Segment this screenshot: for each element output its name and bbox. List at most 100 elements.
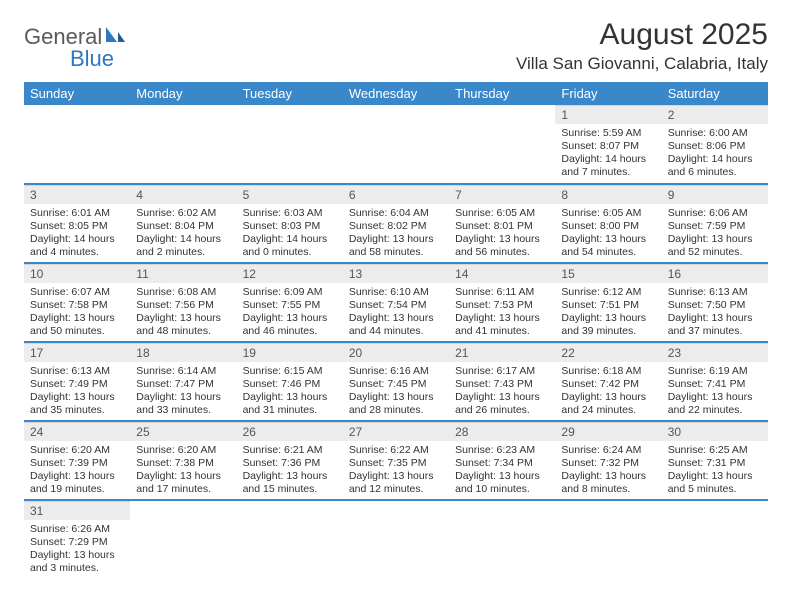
day-number: 1	[555, 105, 661, 124]
day-detail: Sunrise: 5:59 AMSunset: 8:07 PMDaylight:…	[555, 124, 661, 182]
calendar-cell: .	[449, 105, 555, 183]
calendar-cell: .	[237, 105, 343, 183]
calendar-cell: 29Sunrise: 6:24 AMSunset: 7:32 PMDayligh…	[555, 421, 661, 499]
calendar-cell: .	[24, 105, 130, 183]
calendar-cell: 5Sunrise: 6:03 AMSunset: 8:03 PMDaylight…	[237, 184, 343, 262]
day-number: 16	[662, 264, 768, 283]
day-number: 28	[449, 422, 555, 441]
calendar-cell: 23Sunrise: 6:19 AMSunset: 7:41 PMDayligh…	[662, 342, 768, 420]
day-number: 3	[24, 185, 130, 204]
calendar-cell: 14Sunrise: 6:11 AMSunset: 7:53 PMDayligh…	[449, 263, 555, 341]
calendar-cell: .	[130, 500, 236, 578]
day-detail: Sunrise: 6:07 AMSunset: 7:58 PMDaylight:…	[24, 283, 130, 341]
calendar-cell: 28Sunrise: 6:23 AMSunset: 7:34 PMDayligh…	[449, 421, 555, 499]
day-number: 12	[237, 264, 343, 283]
day-detail: Sunrise: 6:10 AMSunset: 7:54 PMDaylight:…	[343, 283, 449, 341]
day-detail: Sunrise: 6:25 AMSunset: 7:31 PMDaylight:…	[662, 441, 768, 499]
day-header: Sunday	[24, 82, 130, 105]
logo-text-blue: Blue	[70, 46, 114, 71]
day-number: 27	[343, 422, 449, 441]
day-detail: Sunrise: 6:09 AMSunset: 7:55 PMDaylight:…	[237, 283, 343, 341]
calendar-row: 3Sunrise: 6:01 AMSunset: 8:05 PMDaylight…	[24, 184, 768, 262]
day-number: 9	[662, 185, 768, 204]
calendar-row: 31Sunrise: 6:26 AMSunset: 7:29 PMDayligh…	[24, 500, 768, 578]
calendar-cell: .	[555, 500, 661, 578]
day-header: Saturday	[662, 82, 768, 105]
header: General August 2025 Villa San Giovanni, …	[24, 18, 768, 74]
calendar-cell: 4Sunrise: 6:02 AMSunset: 8:04 PMDaylight…	[130, 184, 236, 262]
calendar-cell: 27Sunrise: 6:22 AMSunset: 7:35 PMDayligh…	[343, 421, 449, 499]
calendar-cell: 19Sunrise: 6:15 AMSunset: 7:46 PMDayligh…	[237, 342, 343, 420]
day-detail: Sunrise: 6:15 AMSunset: 7:46 PMDaylight:…	[237, 362, 343, 420]
day-number: 19	[237, 343, 343, 362]
day-detail: Sunrise: 6:23 AMSunset: 7:34 PMDaylight:…	[449, 441, 555, 499]
day-detail: Sunrise: 6:05 AMSunset: 8:01 PMDaylight:…	[449, 204, 555, 262]
day-number: 7	[449, 185, 555, 204]
page-title: August 2025	[516, 18, 768, 52]
calendar-cell: 10Sunrise: 6:07 AMSunset: 7:58 PMDayligh…	[24, 263, 130, 341]
calendar-cell: 12Sunrise: 6:09 AMSunset: 7:55 PMDayligh…	[237, 263, 343, 341]
day-detail: Sunrise: 6:01 AMSunset: 8:05 PMDaylight:…	[24, 204, 130, 262]
day-number: 20	[343, 343, 449, 362]
calendar-cell: 22Sunrise: 6:18 AMSunset: 7:42 PMDayligh…	[555, 342, 661, 420]
calendar-cell: 16Sunrise: 6:13 AMSunset: 7:50 PMDayligh…	[662, 263, 768, 341]
day-number: 10	[24, 264, 130, 283]
day-detail: Sunrise: 6:19 AMSunset: 7:41 PMDaylight:…	[662, 362, 768, 420]
day-detail: Sunrise: 6:02 AMSunset: 8:04 PMDaylight:…	[130, 204, 236, 262]
calendar-cell: 9Sunrise: 6:06 AMSunset: 7:59 PMDaylight…	[662, 184, 768, 262]
calendar-cell: 8Sunrise: 6:05 AMSunset: 8:00 PMDaylight…	[555, 184, 661, 262]
day-header: Wednesday	[343, 82, 449, 105]
calendar-row: 24Sunrise: 6:20 AMSunset: 7:39 PMDayligh…	[24, 421, 768, 499]
calendar-cell: 31Sunrise: 6:26 AMSunset: 7:29 PMDayligh…	[24, 500, 130, 578]
day-detail: Sunrise: 6:16 AMSunset: 7:45 PMDaylight:…	[343, 362, 449, 420]
day-detail: Sunrise: 6:05 AMSunset: 8:00 PMDaylight:…	[555, 204, 661, 262]
day-detail: Sunrise: 6:20 AMSunset: 7:38 PMDaylight:…	[130, 441, 236, 499]
calendar-row: 10Sunrise: 6:07 AMSunset: 7:58 PMDayligh…	[24, 263, 768, 341]
day-number: 4	[130, 185, 236, 204]
calendar-cell: 18Sunrise: 6:14 AMSunset: 7:47 PMDayligh…	[130, 342, 236, 420]
day-number: 5	[237, 185, 343, 204]
calendar-cell: 6Sunrise: 6:04 AMSunset: 8:02 PMDaylight…	[343, 184, 449, 262]
day-number: 21	[449, 343, 555, 362]
calendar-cell: .	[343, 105, 449, 183]
day-detail: Sunrise: 6:22 AMSunset: 7:35 PMDaylight:…	[343, 441, 449, 499]
day-number: 24	[24, 422, 130, 441]
day-number: 14	[449, 264, 555, 283]
calendar-row: .....1Sunrise: 5:59 AMSunset: 8:07 PMDay…	[24, 105, 768, 183]
calendar-table: SundayMondayTuesdayWednesdayThursdayFrid…	[24, 82, 768, 578]
calendar-cell: 17Sunrise: 6:13 AMSunset: 7:49 PMDayligh…	[24, 342, 130, 420]
calendar-cell: .	[343, 500, 449, 578]
calendar-cell: 1Sunrise: 5:59 AMSunset: 8:07 PMDaylight…	[555, 105, 661, 183]
day-header: Monday	[130, 82, 236, 105]
day-number: 2	[662, 105, 768, 124]
calendar-header-row: SundayMondayTuesdayWednesdayThursdayFrid…	[24, 82, 768, 105]
calendar-cell: 3Sunrise: 6:01 AMSunset: 8:05 PMDaylight…	[24, 184, 130, 262]
day-detail: Sunrise: 6:24 AMSunset: 7:32 PMDaylight:…	[555, 441, 661, 499]
day-number: 23	[662, 343, 768, 362]
day-detail: Sunrise: 6:18 AMSunset: 7:42 PMDaylight:…	[555, 362, 661, 420]
day-header: Friday	[555, 82, 661, 105]
title-block: August 2025 Villa San Giovanni, Calabria…	[516, 18, 768, 74]
calendar-cell: 11Sunrise: 6:08 AMSunset: 7:56 PMDayligh…	[130, 263, 236, 341]
day-detail: Sunrise: 6:06 AMSunset: 7:59 PMDaylight:…	[662, 204, 768, 262]
day-header: Thursday	[449, 82, 555, 105]
day-detail: Sunrise: 6:26 AMSunset: 7:29 PMDaylight:…	[24, 520, 130, 578]
calendar-cell: 24Sunrise: 6:20 AMSunset: 7:39 PMDayligh…	[24, 421, 130, 499]
day-detail: Sunrise: 6:21 AMSunset: 7:36 PMDaylight:…	[237, 441, 343, 499]
day-number: 17	[24, 343, 130, 362]
calendar-cell: .	[130, 105, 236, 183]
day-detail: Sunrise: 6:08 AMSunset: 7:56 PMDaylight:…	[130, 283, 236, 341]
calendar-cell: .	[237, 500, 343, 578]
calendar-cell: 20Sunrise: 6:16 AMSunset: 7:45 PMDayligh…	[343, 342, 449, 420]
calendar-cell: .	[449, 500, 555, 578]
calendar-cell: 21Sunrise: 6:17 AMSunset: 7:43 PMDayligh…	[449, 342, 555, 420]
calendar-cell: 26Sunrise: 6:21 AMSunset: 7:36 PMDayligh…	[237, 421, 343, 499]
day-number: 15	[555, 264, 661, 283]
day-number: 6	[343, 185, 449, 204]
calendar-row: 17Sunrise: 6:13 AMSunset: 7:49 PMDayligh…	[24, 342, 768, 420]
location: Villa San Giovanni, Calabria, Italy	[516, 54, 768, 74]
day-detail: Sunrise: 6:04 AMSunset: 8:02 PMDaylight:…	[343, 204, 449, 262]
day-number: 22	[555, 343, 661, 362]
day-detail: Sunrise: 6:00 AMSunset: 8:06 PMDaylight:…	[662, 124, 768, 182]
calendar-cell: .	[662, 500, 768, 578]
